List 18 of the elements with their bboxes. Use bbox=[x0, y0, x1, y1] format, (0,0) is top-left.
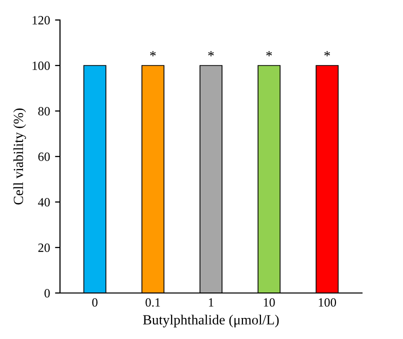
y-tick-label: 100 bbox=[32, 62, 50, 70]
annotation: * bbox=[208, 51, 214, 56]
x-tick-label: 10 bbox=[264, 298, 275, 307]
y-tick-label: 60 bbox=[38, 152, 50, 161]
x-tick-label: 1 bbox=[208, 298, 214, 307]
annotation: * bbox=[324, 51, 330, 56]
y-tick-label: 40 bbox=[38, 198, 50, 206]
y-tick-label: 80 bbox=[38, 107, 50, 116]
y-tick-label: 20 bbox=[38, 244, 50, 252]
x-tick-label: 0.1 bbox=[146, 298, 160, 307]
x-tick-label: 0 bbox=[92, 298, 98, 307]
x-axis-title: Butylphthalide (μmol/L) bbox=[143, 314, 279, 328]
y-tick-label: 120 bbox=[32, 16, 50, 24]
y-axis-title: Cell viability (%) bbox=[13, 108, 26, 205]
x-tick-label: 100 bbox=[318, 298, 336, 307]
y-tick-label: 0 bbox=[44, 289, 50, 298]
annotation: * bbox=[266, 51, 272, 56]
annotation: * bbox=[150, 51, 156, 56]
